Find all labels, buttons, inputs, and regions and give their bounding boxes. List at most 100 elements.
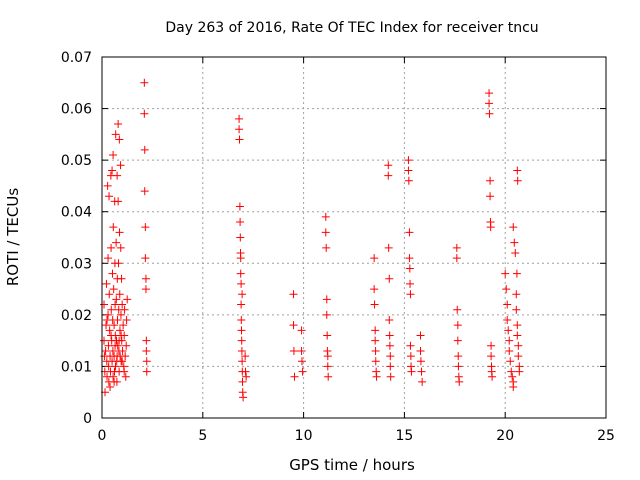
data-point-plus-icon — [453, 336, 462, 345]
data-point-plus-icon — [417, 367, 426, 376]
x-tick-label: 10 — [295, 428, 313, 444]
grid-lines — [102, 57, 606, 418]
data-point-plus-icon — [237, 336, 246, 345]
data-point-plus-icon — [238, 357, 247, 366]
x-tick-label: 20 — [496, 428, 514, 444]
data-point-plus-icon — [322, 295, 331, 304]
data-point-plus-icon — [453, 321, 462, 330]
data-point-plus-icon — [406, 279, 415, 288]
data-point-plus-icon — [405, 254, 414, 263]
data-point-plus-icon — [289, 321, 298, 330]
data-point-plus-icon — [118, 300, 127, 309]
data-point-plus-icon — [114, 259, 123, 268]
x-tick-label: 15 — [395, 428, 413, 444]
data-point-plus-icon — [107, 331, 116, 340]
data-point-plus-icon — [488, 372, 497, 381]
data-point-plus-icon — [508, 372, 517, 381]
x-tick-label: 25 — [597, 428, 615, 444]
data-point-plus-icon — [384, 161, 393, 170]
data-point-plus-icon — [141, 254, 150, 263]
data-point-plus-icon — [487, 352, 496, 361]
data-point-plus-icon — [372, 372, 381, 381]
data-point-plus-icon — [237, 346, 246, 355]
data-point-plus-icon — [113, 316, 122, 325]
data-point-plus-icon — [104, 310, 113, 319]
data-point-plus-icon — [324, 372, 333, 381]
data-point-plus-icon — [416, 346, 425, 355]
data-point-plus-icon — [455, 377, 464, 386]
data-point-plus-icon — [452, 243, 461, 252]
data-point-plus-icon — [109, 223, 118, 232]
data-point-plus-icon — [113, 352, 122, 361]
plot-frame — [101, 56, 607, 419]
data-point-plus-icon — [141, 223, 150, 232]
data-point-plus-icon — [237, 326, 246, 335]
data-point-plus-icon — [485, 99, 494, 108]
data-point-plus-icon — [504, 326, 513, 335]
data-point-plus-icon — [454, 352, 463, 361]
data-point-plus-icon — [111, 130, 120, 139]
data-point-plus-icon — [236, 254, 245, 263]
y-tick-label: 0 — [83, 411, 92, 427]
y-tick-label: 0.02 — [61, 308, 92, 324]
data-point-plus-icon — [371, 346, 380, 355]
data-point-plus-icon — [140, 78, 149, 87]
data-point-plus-icon — [100, 336, 109, 345]
data-point-plus-icon — [235, 202, 244, 211]
data-point-plus-icon — [101, 346, 110, 355]
data-point-plus-icon — [385, 316, 394, 325]
y-tick-label: 0.05 — [61, 153, 92, 169]
data-point-plus-icon — [111, 341, 120, 350]
data-point-plus-icon — [298, 367, 307, 376]
data-point-plus-icon — [486, 192, 495, 201]
data-point-plus-icon — [404, 156, 413, 165]
data-point-plus-icon — [487, 341, 496, 350]
data-point-plus-icon — [511, 248, 520, 257]
data-point-plus-icon — [371, 357, 380, 366]
data-point-plus-icon — [104, 254, 113, 263]
data-point-plus-icon — [405, 264, 414, 273]
data-point-plus-icon — [510, 238, 519, 247]
y-tick-label: 0.03 — [61, 256, 92, 272]
data-point-plus-icon — [507, 367, 516, 376]
data-point-plus-icon — [454, 362, 463, 371]
data-point-plus-icon — [115, 326, 124, 335]
data-point-plus-icon — [120, 305, 129, 314]
data-point-plus-icon — [386, 352, 395, 361]
data-point-plus-icon — [505, 336, 514, 345]
data-point-plus-icon — [453, 305, 462, 314]
data-point-plus-icon — [103, 181, 112, 190]
data-point-plus-icon — [297, 346, 306, 355]
data-point-plus-icon — [371, 336, 380, 345]
x-axis-label: GPS time / hours — [289, 456, 415, 474]
data-point-plus-icon — [323, 362, 332, 371]
data-point-plus-icon — [142, 357, 151, 366]
data-point-plus-icon — [235, 135, 244, 144]
data-point-plus-icon — [122, 316, 131, 325]
data-point-plus-icon — [114, 197, 123, 206]
data-point-plus-icon — [236, 218, 245, 227]
data-point-plus-icon — [386, 372, 395, 381]
data-point-plus-icon — [513, 176, 522, 185]
data-point-plus-icon — [115, 228, 124, 237]
data-point-plus-icon — [117, 331, 126, 340]
data-point-plus-icon — [385, 341, 394, 350]
data-point-plus-icon — [103, 316, 112, 325]
data-point-plus-icon — [110, 377, 119, 386]
data-point-plus-icon — [107, 243, 116, 252]
data-point-plus-icon — [123, 295, 132, 304]
data-point-plus-icon — [105, 290, 114, 299]
data-point-plus-icon — [120, 367, 129, 376]
data-point-plus-icon — [237, 279, 246, 288]
data-point-plus-icon — [416, 331, 425, 340]
data-point-plus-icon — [140, 145, 149, 154]
data-point-plus-icon — [512, 290, 521, 299]
data-point-plus-icon — [104, 362, 113, 371]
data-point-plus-icon — [112, 238, 121, 247]
data-point-plus-icon — [118, 346, 127, 355]
data-point-plus-icon — [321, 212, 330, 221]
data-point-plus-icon — [237, 316, 246, 325]
data-point-plus-icon — [106, 383, 115, 392]
data-point-plus-icon — [501, 269, 510, 278]
data-point-plus-icon — [297, 357, 306, 366]
